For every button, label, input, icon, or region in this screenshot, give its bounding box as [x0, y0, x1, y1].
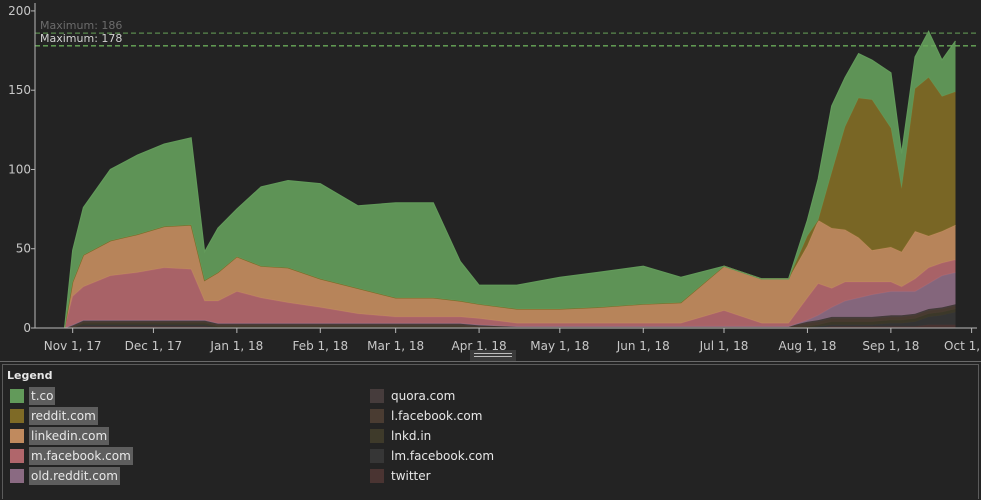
x-tick-label: Aug 1, 18 — [779, 339, 837, 353]
x-tick-label: Jan 1, 18 — [209, 339, 263, 353]
legend-panel: Legend t.co reddit.com linkedin.com m.fa… — [0, 362, 981, 500]
legend-label: l.facebook.com — [391, 409, 483, 423]
x-tick-label: Apr 1, 18 — [452, 339, 507, 353]
y-tick-label: 150 — [8, 83, 31, 97]
area-edge-t-co — [64, 30, 956, 329]
legend-label: old.reddit.com — [29, 467, 120, 485]
reference-line-label: Maximum: 178 — [40, 32, 122, 45]
reference-line-label: Maximum: 186 — [40, 19, 122, 32]
area-series-t-co — [64, 31, 956, 328]
area-chart[interactable]: Maximum: 186 Maximum: 178 0 50 100 150 200 Nov … — [0, 0, 981, 362]
area-series-reddit-com — [64, 77, 956, 328]
x-tick-label: Sep 1, 18 — [862, 339, 919, 353]
legend-label: lnkd.in — [391, 429, 432, 443]
x-tick-label: Oct 1, 18 — [944, 339, 981, 353]
y-tick-label: 0 — [23, 321, 31, 335]
x-tick-label: Jun 1, 18 — [616, 339, 670, 353]
grip-line-icon — [474, 356, 512, 357]
legend-swatch — [10, 389, 24, 403]
x-tick-label: Feb 1, 18 — [292, 339, 348, 353]
legend-swatch — [370, 469, 384, 483]
legend-label: twitter — [391, 469, 431, 483]
legend-swatch — [10, 469, 24, 483]
grip-line-icon — [474, 353, 512, 354]
legend-swatch — [10, 429, 24, 443]
legend-label: t.co — [29, 387, 56, 405]
legend-label: reddit.com — [29, 407, 98, 425]
legend-swatch — [370, 389, 384, 403]
y-tick-label: 100 — [8, 162, 31, 176]
x-tick-label: Jul 1, 18 — [699, 339, 749, 353]
area-series-m-facebook-com — [64, 259, 956, 328]
y-tick-label: 200 — [8, 4, 31, 18]
y-tick-label: 50 — [16, 242, 31, 256]
area-series-linkedin-com — [64, 220, 956, 328]
x-tick-label: Dec 1, 17 — [125, 339, 183, 353]
x-tick-label: Mar 1, 18 — [367, 339, 424, 353]
legend-swatch — [370, 449, 384, 463]
legend-swatch — [370, 409, 384, 423]
legend-label: quora.com — [391, 389, 456, 403]
legend-swatch — [370, 429, 384, 443]
legend-swatch — [10, 409, 24, 423]
legend-label: linkedin.com — [29, 427, 110, 445]
legend-swatch — [10, 449, 24, 463]
legend-label: lm.facebook.com — [391, 449, 495, 463]
legend-label: m.facebook.com — [29, 447, 133, 465]
pane-divider — [0, 361, 981, 362]
x-tick-label: May 1, 18 — [530, 339, 589, 353]
legend-title: Legend — [7, 369, 53, 382]
legend-border — [2, 364, 979, 499]
x-tick-label: Nov 1, 17 — [44, 339, 102, 353]
pane-resize-handle[interactable] — [470, 350, 516, 361]
